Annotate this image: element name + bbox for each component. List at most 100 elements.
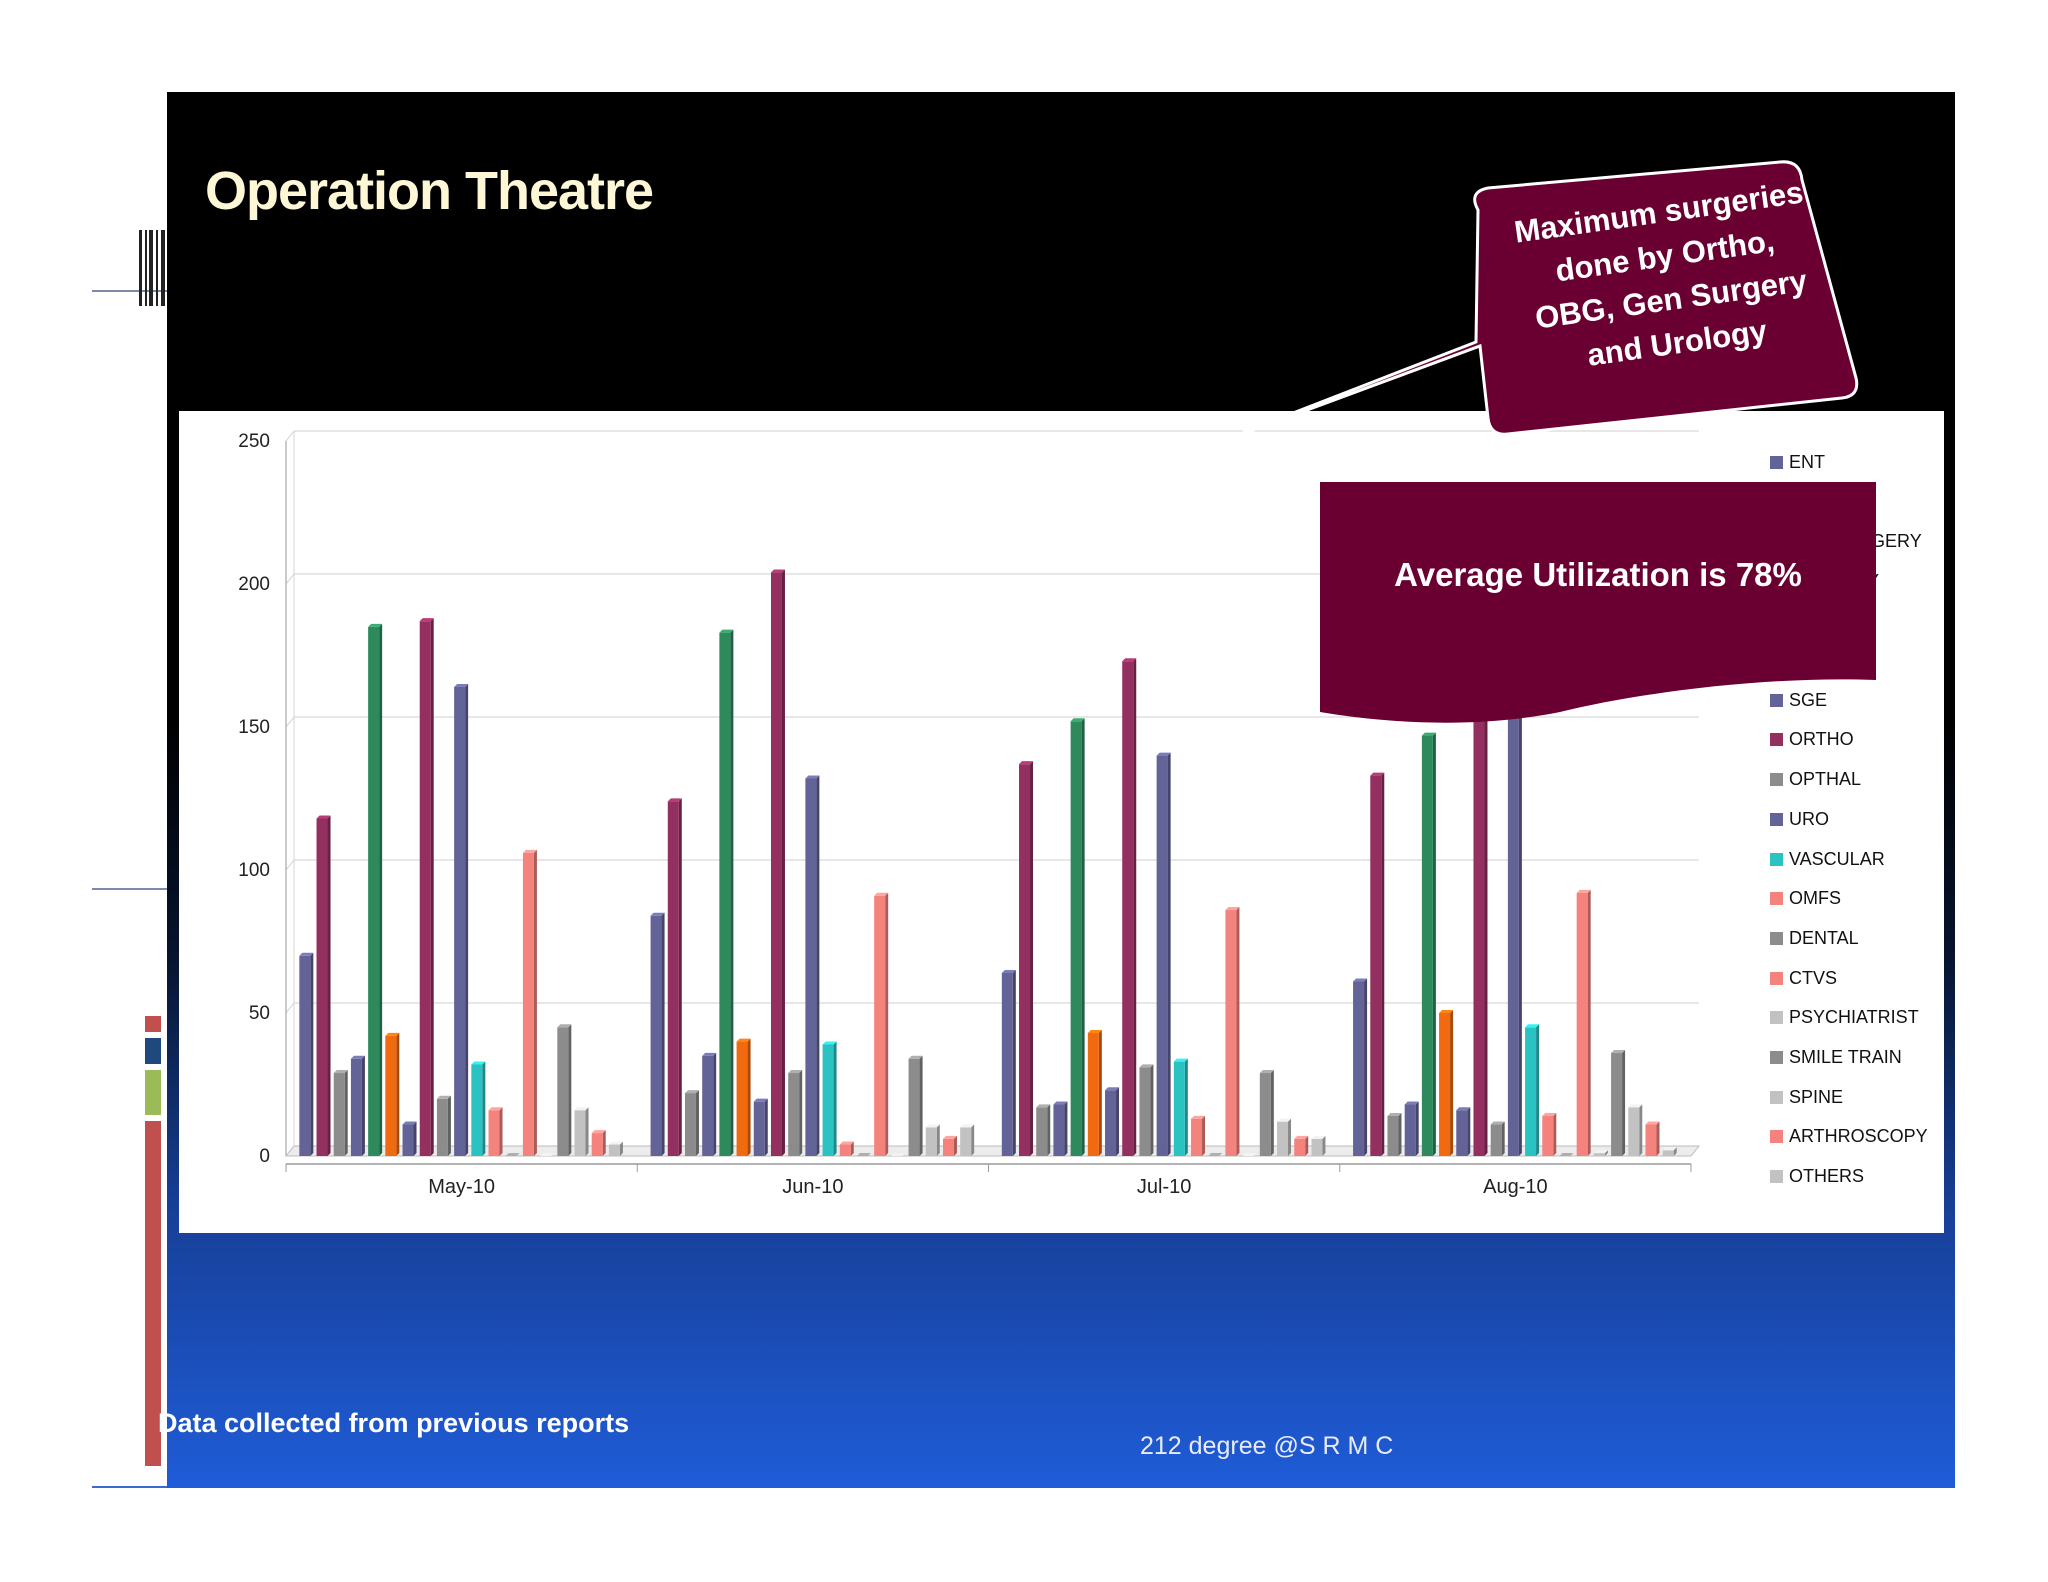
top-left-rule bbox=[92, 290, 167, 292]
bar-side bbox=[499, 1107, 503, 1156]
bar bbox=[1576, 892, 1588, 1156]
bar-top bbox=[805, 775, 820, 779]
bar-side bbox=[1553, 1112, 1557, 1156]
bar-side bbox=[971, 1124, 975, 1156]
legend-item: GEN SURGERY bbox=[1770, 531, 1922, 551]
bar-top bbox=[1242, 1153, 1257, 1156]
bar-top bbox=[684, 1090, 699, 1094]
bar-top bbox=[736, 1038, 751, 1042]
bar bbox=[753, 1101, 765, 1156]
bar-side bbox=[1518, 666, 1522, 1156]
bar-top bbox=[419, 618, 434, 622]
bar-side bbox=[885, 892, 889, 1156]
accent-bar-red bbox=[145, 1121, 161, 1466]
bar-top bbox=[1294, 1135, 1309, 1139]
legend-swatch bbox=[1770, 1130, 1783, 1144]
bar bbox=[608, 1144, 620, 1156]
bar-top bbox=[1490, 1121, 1505, 1125]
legend-label: CTVS bbox=[1789, 967, 1838, 988]
bar bbox=[925, 1127, 937, 1156]
bar-side bbox=[1150, 1064, 1154, 1156]
bar-side bbox=[816, 775, 820, 1156]
legend-item: URO bbox=[1770, 809, 1829, 829]
chart-panel: 0 50 100 150 200 250 May-10 Jun-10 Jul-10 Aug-10 bbox=[179, 411, 1944, 1233]
bar-side bbox=[1536, 1024, 1540, 1156]
bar-top bbox=[350, 1055, 365, 1059]
bar-side bbox=[1484, 638, 1488, 1156]
x-tick-label: Aug-10 bbox=[1483, 1176, 1548, 1198]
gridline-side bbox=[285, 716, 295, 728]
y-tick-label: 100 bbox=[238, 860, 270, 881]
bar bbox=[1311, 1138, 1323, 1156]
legend-swatch bbox=[1770, 534, 1783, 548]
legend-label: OTHERS bbox=[1789, 1166, 1865, 1187]
bar-top bbox=[436, 1095, 451, 1099]
legend-swatch bbox=[1770, 1090, 1783, 1104]
bar bbox=[1225, 910, 1237, 1156]
legend-swatch bbox=[1770, 812, 1783, 826]
legend-swatch bbox=[1770, 773, 1783, 787]
bar-top bbox=[908, 1055, 923, 1059]
bar-side bbox=[1501, 1121, 1505, 1156]
bar-top bbox=[488, 1107, 503, 1111]
bar-top bbox=[1225, 907, 1240, 911]
legend-label: GEN SURGERY bbox=[1789, 530, 1922, 551]
legend-item: VASCULAR bbox=[1770, 849, 1885, 869]
bar-side bbox=[1364, 978, 1368, 1156]
legend-swatch bbox=[1770, 852, 1783, 866]
legend-item: OPTHAL bbox=[1770, 769, 1861, 790]
bar bbox=[522, 852, 534, 1156]
bar bbox=[1105, 1090, 1117, 1156]
bar-top bbox=[1001, 969, 1016, 973]
gridline-side bbox=[285, 573, 295, 585]
bar-top bbox=[1311, 1135, 1326, 1139]
legend-label: DENTAL bbox=[1789, 927, 1859, 948]
legend-label: VASCULAR bbox=[1789, 848, 1885, 869]
legend-item: PLASTIC bbox=[1770, 610, 1864, 631]
legend-swatch bbox=[1770, 654, 1783, 667]
bar bbox=[1593, 1153, 1605, 1156]
bar-top bbox=[454, 683, 469, 687]
barcode-decoration bbox=[139, 230, 165, 306]
legend-item: NEURO bbox=[1770, 650, 1854, 671]
bar bbox=[1662, 1150, 1674, 1156]
bar bbox=[1259, 1073, 1271, 1156]
bar-side bbox=[602, 1130, 606, 1156]
bar-side bbox=[953, 1135, 957, 1156]
bar bbox=[667, 801, 679, 1156]
legend-label: ORTHO bbox=[1789, 729, 1854, 750]
bar-top bbox=[1456, 1107, 1471, 1111]
bar bbox=[736, 1041, 748, 1156]
bar bbox=[1542, 1115, 1554, 1156]
legend-item: DENTAL bbox=[1770, 928, 1859, 948]
bar-side bbox=[430, 618, 434, 1156]
bar-side bbox=[730, 629, 734, 1156]
bar bbox=[1507, 669, 1519, 1156]
bar-top bbox=[1576, 889, 1591, 893]
bar bbox=[1122, 661, 1134, 1156]
gridline-side bbox=[285, 1002, 295, 1014]
legend-swatch bbox=[1770, 971, 1783, 985]
legend-swatch bbox=[1770, 1170, 1783, 1184]
bar bbox=[1525, 1027, 1537, 1156]
bar-side bbox=[533, 849, 537, 1156]
legend-swatch bbox=[1770, 1011, 1783, 1025]
bar-top bbox=[471, 1061, 486, 1065]
bar-top bbox=[557, 1024, 572, 1028]
bar-side bbox=[1030, 761, 1034, 1156]
bar bbox=[1353, 981, 1365, 1156]
bar-side bbox=[1064, 1101, 1068, 1156]
bar-top bbox=[788, 1070, 803, 1074]
bar bbox=[770, 572, 782, 1156]
bar bbox=[1404, 1104, 1416, 1156]
bar-top bbox=[1439, 1010, 1454, 1013]
bar-side bbox=[1415, 1101, 1419, 1156]
bar-side bbox=[1270, 1070, 1274, 1156]
bar-top bbox=[719, 629, 734, 633]
bar-top bbox=[1122, 658, 1137, 662]
bar-top bbox=[1370, 772, 1385, 776]
bar-top bbox=[1662, 1147, 1677, 1151]
bar-side bbox=[310, 952, 314, 1156]
bar-top bbox=[822, 1041, 837, 1045]
legend-swatch bbox=[1770, 931, 1783, 945]
